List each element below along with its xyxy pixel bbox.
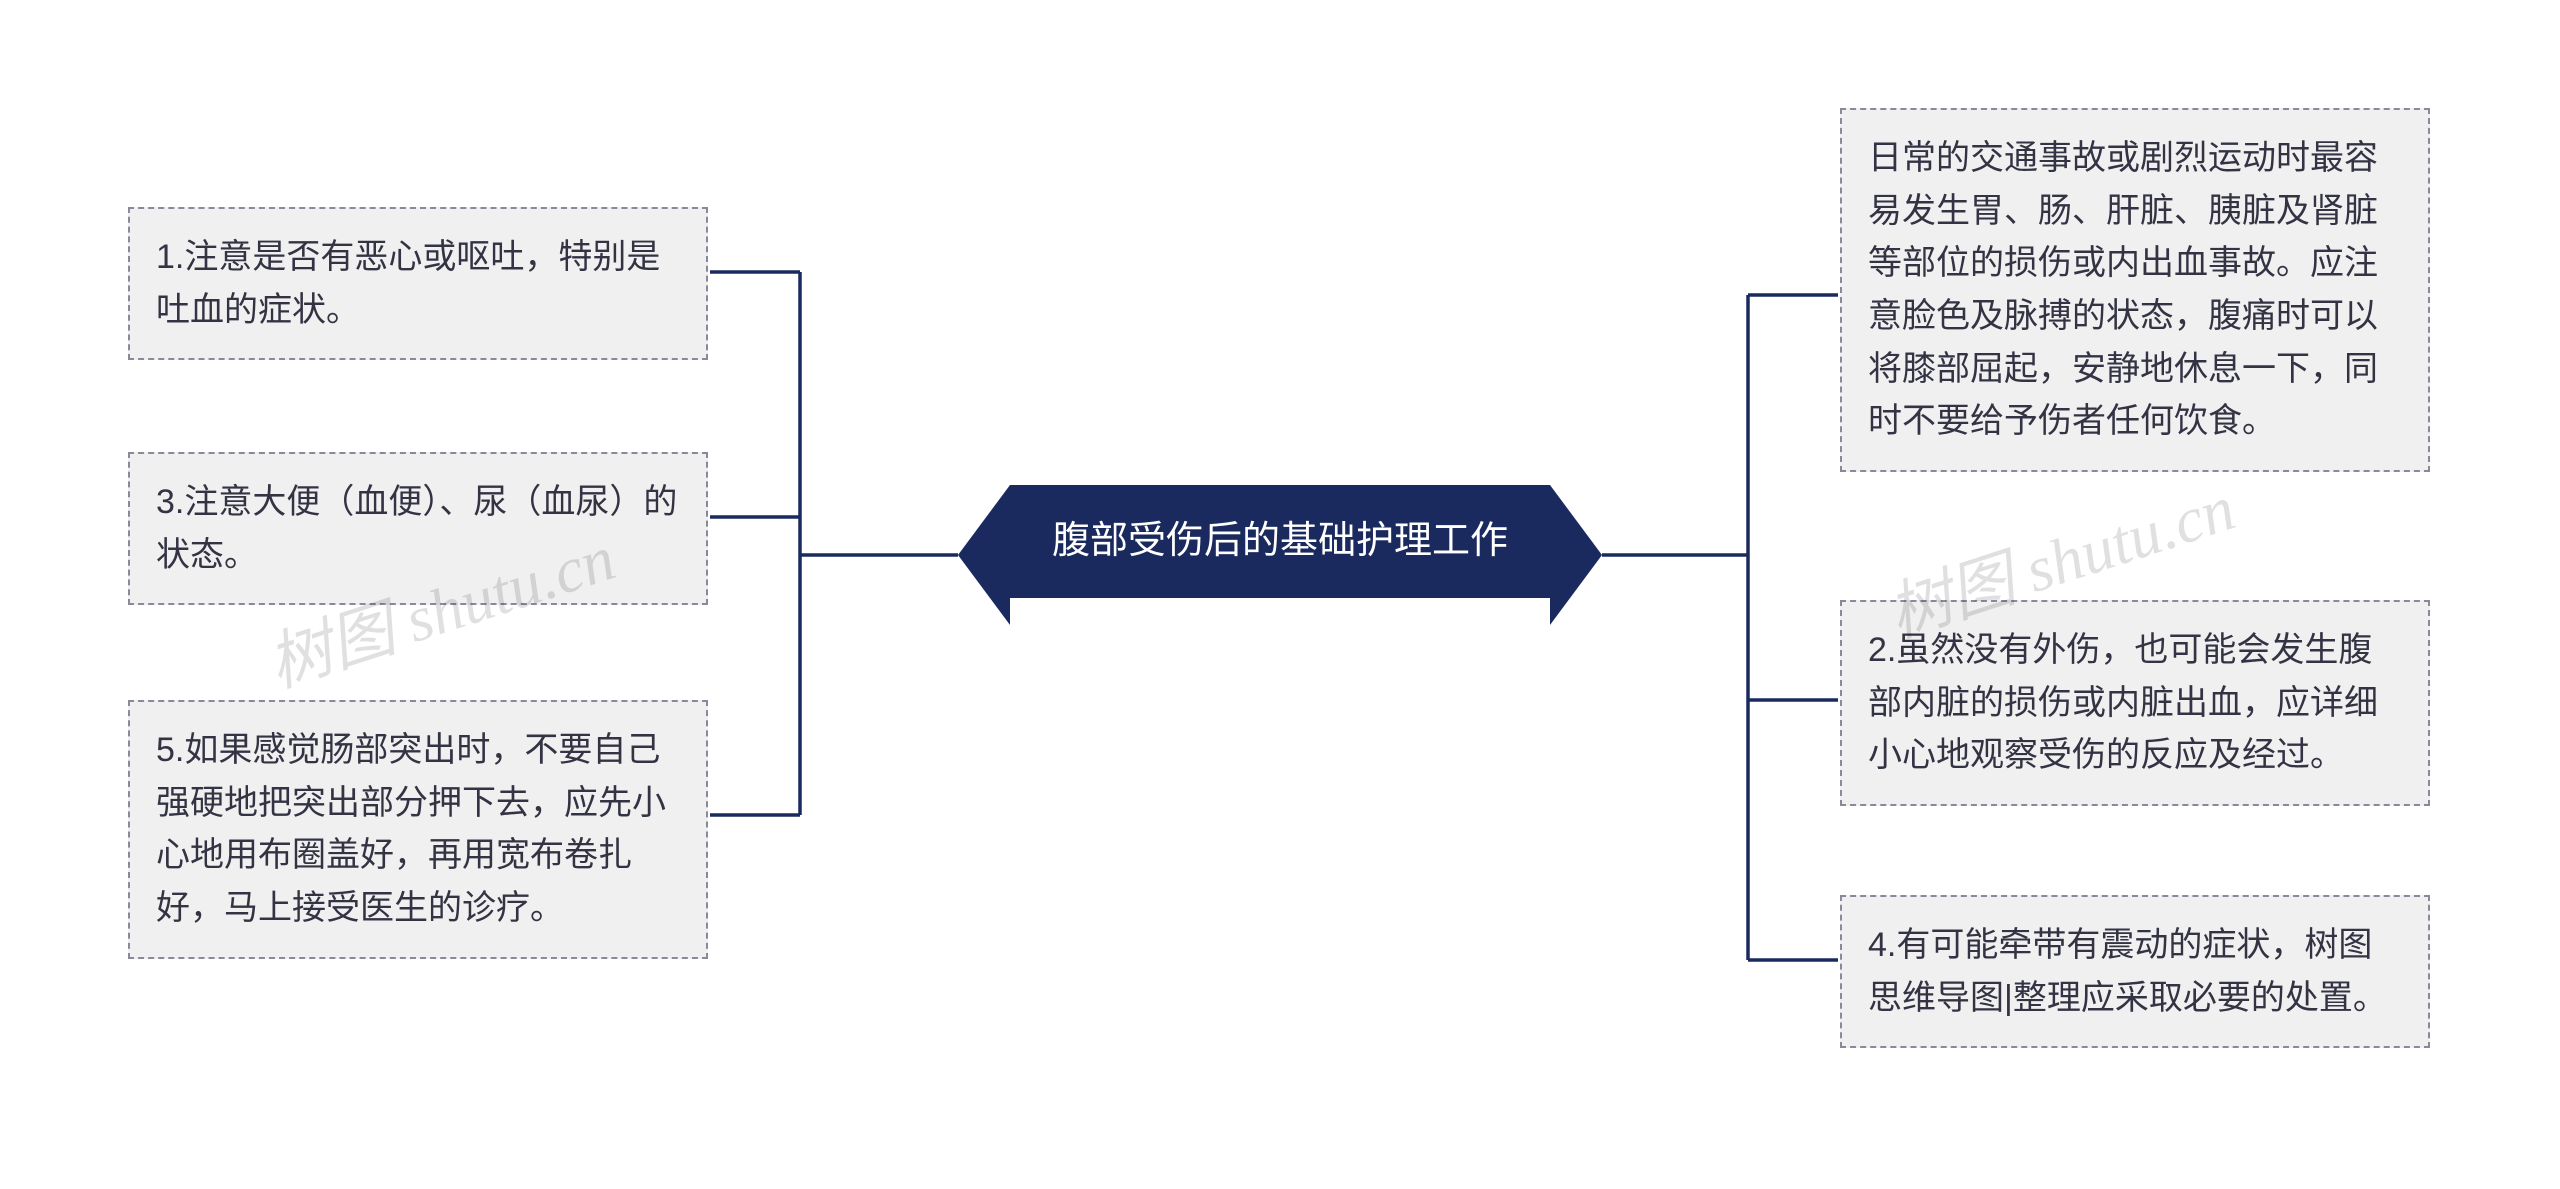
left-node-1: 1.注意是否有恶心或呕吐，特别是吐血的症状。	[128, 207, 708, 360]
left-node-5-text: 5.如果感觉肠部突出时，不要自己强硬地把突出部分押下去，应先小心地用布圈盖好，再…	[156, 731, 666, 927]
right-node-4: 4.有可能牵带有震动的症状，树图思维导图|整理应采取必要的处置。	[1840, 895, 2430, 1048]
right-node-4-text: 4.有可能牵带有震动的症状，树图思维导图|整理应采取必要的处置。	[1868, 926, 2387, 1017]
center-title: 腹部受伤后的基础护理工作	[1052, 520, 1508, 562]
left-node-3-text: 3.注意大便（血便）、尿（血尿）的状态。	[156, 483, 677, 574]
center-topic: 腹部受伤后的基础护理工作	[1010, 485, 1550, 598]
right-node-2-text: 2.虽然没有外伤，也可能会发生腹部内脏的损伤或内脏出血，应详细小心地观察受伤的反…	[1868, 631, 2378, 774]
right-node-intro: 日常的交通事故或剧烈运动时最容易发生胃、肠、肝脏、胰脏及肾脏等部位的损伤或内出血…	[1840, 108, 2430, 472]
left-node-1-text: 1.注意是否有恶心或呕吐，特别是吐血的症状。	[156, 238, 660, 329]
right-node-2: 2.虽然没有外伤，也可能会发生腹部内脏的损伤或内脏出血，应详细小心地观察受伤的反…	[1840, 600, 2430, 806]
center-cap-left	[958, 485, 1010, 625]
right-node-intro-text: 日常的交通事故或剧烈运动时最容易发生胃、肠、肝脏、胰脏及肾脏等部位的损伤或内出血…	[1868, 139, 2378, 440]
left-node-5: 5.如果感觉肠部突出时，不要自己强硬地把突出部分押下去，应先小心地用布圈盖好，再…	[128, 700, 708, 959]
center-cap-right	[1550, 485, 1602, 625]
left-node-3: 3.注意大便（血便）、尿（血尿）的状态。	[128, 452, 708, 605]
